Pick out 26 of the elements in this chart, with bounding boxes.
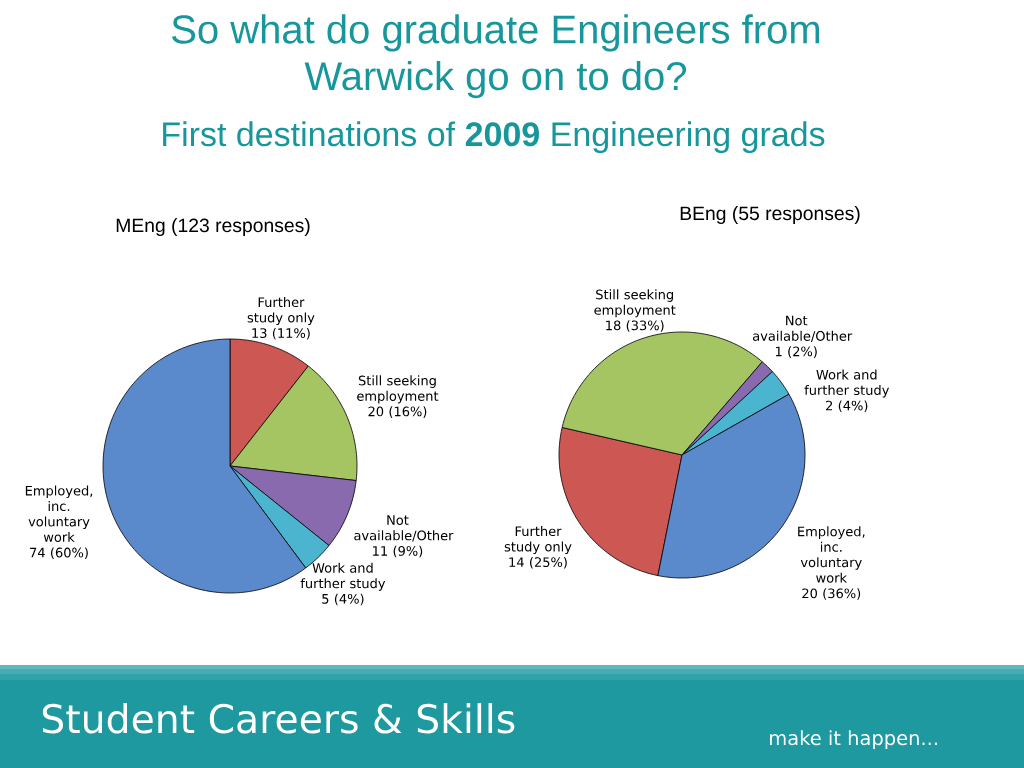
slice-label: Further study only (247, 296, 315, 326)
data-label: 2 (4%) (826, 400, 868, 413)
data-label: 1 (2%) (775, 346, 817, 358)
data-label: 5 (4%) (322, 593, 364, 606)
slice-label: Not available/Other (354, 515, 454, 542)
data-label: 18 (33%) (606, 320, 664, 332)
data-label: 20 (16%) (368, 406, 427, 418)
slice-label: Employed, inc. voluntary work (25, 485, 93, 542)
data-label: 11 (9%) (373, 545, 423, 558)
text: First destinations of 2009 Engineering grads (163, 121, 825, 154)
text: Student Careers & Skills (42, 703, 515, 734)
data-label: 14 (25%) (509, 556, 567, 569)
chart-title: MEng (123 responses) (116, 217, 310, 237)
slice-label: Work and further study (804, 369, 890, 398)
slice-label: Still seeking employment (594, 289, 676, 318)
slice-label: Still seeking employment (357, 375, 439, 404)
data-label: 74 (60%) (30, 547, 88, 559)
data-label: 20 (36%) (802, 588, 861, 600)
text: So what do graduate Engineers from Warwick go on to do? (172, 14, 820, 99)
slice-label: Not available/Other (752, 315, 853, 342)
chart-title: BEng (55 responses) (680, 205, 860, 225)
slice-label: Work and further study (300, 562, 386, 591)
data-label: 13 (11%) (252, 327, 310, 340)
slice-label: Employed, inc. voluntary work (798, 526, 865, 583)
slice-label: Further study only (504, 526, 572, 555)
text: make it happen... (770, 730, 937, 750)
